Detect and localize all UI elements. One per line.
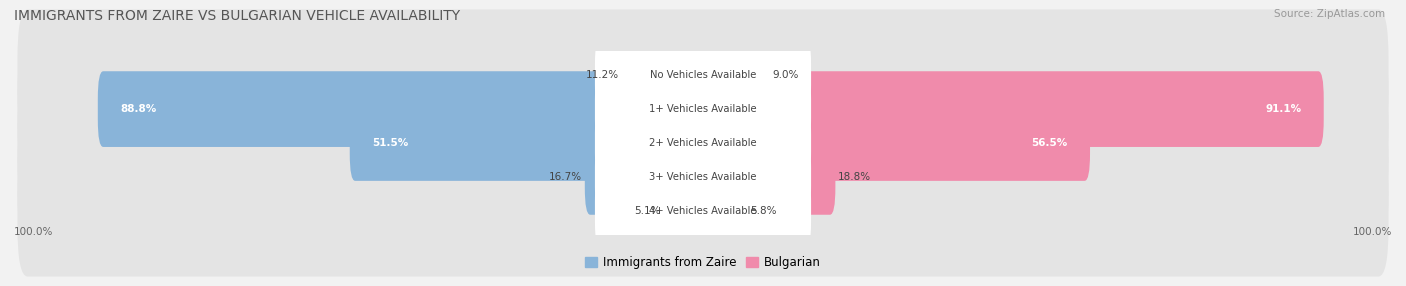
Text: No Vehicles Available: No Vehicles Available	[650, 70, 756, 80]
Text: 100.0%: 100.0%	[1353, 227, 1392, 237]
Text: 5.8%: 5.8%	[751, 206, 776, 216]
Text: 88.8%: 88.8%	[120, 104, 156, 114]
FancyBboxPatch shape	[697, 71, 1323, 147]
FancyBboxPatch shape	[350, 105, 709, 181]
FancyBboxPatch shape	[595, 167, 811, 255]
Text: 5.1%: 5.1%	[634, 206, 661, 216]
Text: 3+ Vehicles Available: 3+ Vehicles Available	[650, 172, 756, 182]
FancyBboxPatch shape	[98, 71, 709, 147]
Text: 100.0%: 100.0%	[14, 227, 53, 237]
FancyBboxPatch shape	[17, 77, 1389, 209]
Text: 18.8%: 18.8%	[838, 172, 872, 182]
FancyBboxPatch shape	[595, 65, 811, 153]
FancyBboxPatch shape	[697, 37, 769, 113]
FancyBboxPatch shape	[697, 173, 748, 249]
FancyBboxPatch shape	[697, 105, 1090, 181]
Text: Source: ZipAtlas.com: Source: ZipAtlas.com	[1274, 9, 1385, 19]
Legend: Immigrants from Zaire, Bulgarian: Immigrants from Zaire, Bulgarian	[585, 256, 821, 269]
Text: IMMIGRANTS FROM ZAIRE VS BULGARIAN VEHICLE AVAILABILITY: IMMIGRANTS FROM ZAIRE VS BULGARIAN VEHIC…	[14, 9, 460, 23]
FancyBboxPatch shape	[17, 43, 1389, 175]
Text: 56.5%: 56.5%	[1032, 138, 1067, 148]
Text: 16.7%: 16.7%	[548, 172, 582, 182]
FancyBboxPatch shape	[664, 173, 709, 249]
Text: 4+ Vehicles Available: 4+ Vehicles Available	[650, 206, 756, 216]
FancyBboxPatch shape	[595, 31, 811, 119]
FancyBboxPatch shape	[697, 139, 835, 215]
Text: 9.0%: 9.0%	[772, 70, 799, 80]
FancyBboxPatch shape	[17, 9, 1389, 141]
FancyBboxPatch shape	[595, 99, 811, 187]
FancyBboxPatch shape	[621, 37, 709, 113]
FancyBboxPatch shape	[17, 145, 1389, 277]
Text: 1+ Vehicles Available: 1+ Vehicles Available	[650, 104, 756, 114]
Text: 91.1%: 91.1%	[1265, 104, 1302, 114]
FancyBboxPatch shape	[585, 139, 709, 215]
FancyBboxPatch shape	[595, 133, 811, 221]
Text: 11.2%: 11.2%	[586, 70, 619, 80]
Text: 2+ Vehicles Available: 2+ Vehicles Available	[650, 138, 756, 148]
FancyBboxPatch shape	[17, 111, 1389, 243]
Text: 51.5%: 51.5%	[373, 138, 408, 148]
